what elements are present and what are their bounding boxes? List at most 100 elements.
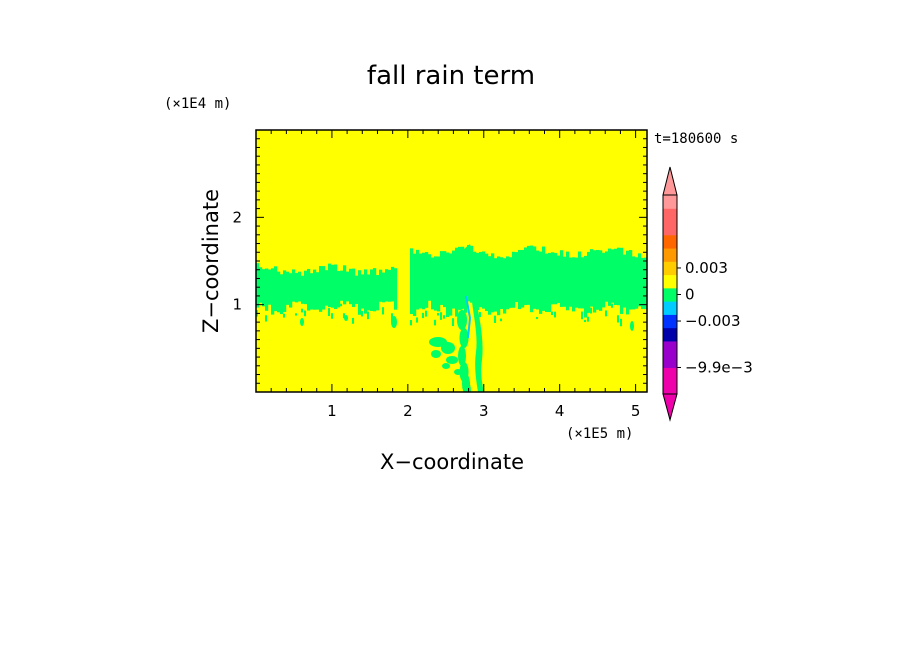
field-strip	[512, 251, 516, 308]
field-speck	[328, 308, 330, 317]
field-speck	[283, 313, 285, 318]
field-strip	[485, 253, 489, 312]
field-plume	[457, 310, 467, 330]
field-speck	[422, 312, 424, 319]
field-strip	[364, 269, 368, 314]
field-strip	[503, 258, 507, 314]
x-tick-label: 1	[327, 402, 337, 420]
colorbar-swatch	[663, 274, 677, 289]
y-unit-label: (×1E4 m)	[164, 96, 231, 112]
colorbar-label: −9.9e−3	[685, 358, 753, 376]
field-speck	[361, 311, 363, 317]
field-strip	[536, 250, 540, 310]
x-tick-label: 2	[403, 402, 413, 420]
field-strip	[286, 271, 290, 305]
colorbar-swatch	[663, 367, 677, 382]
colorbar-swatch	[663, 380, 677, 395]
colorbar-swatch	[663, 261, 677, 276]
field-strip	[262, 269, 266, 307]
field-plume	[465, 382, 471, 392]
field-blob	[446, 356, 458, 364]
field-speck	[554, 311, 556, 318]
field-strip	[515, 252, 519, 303]
field-speck	[295, 313, 297, 316]
field-strip	[361, 274, 365, 309]
field-strip	[593, 250, 597, 313]
field-strip	[491, 253, 495, 313]
x-tick-label: 5	[631, 402, 641, 420]
field-strip	[569, 257, 573, 307]
field-strip	[644, 257, 647, 310]
field-speck	[443, 315, 445, 319]
field-strip	[479, 252, 483, 308]
field-strip	[394, 268, 398, 310]
field-strip	[271, 268, 275, 315]
field-strip	[578, 251, 582, 309]
field-strip	[437, 256, 441, 312]
field-strip	[602, 252, 606, 308]
field-speck	[494, 315, 496, 323]
field-strip	[443, 251, 447, 308]
field-speck	[440, 312, 442, 320]
field-strip	[530, 245, 534, 313]
field-strip	[497, 256, 501, 316]
field-speck	[452, 318, 454, 327]
field-blob	[454, 369, 462, 375]
field-strip	[572, 257, 576, 312]
y-tick-label: 2	[232, 208, 242, 226]
field-strip	[428, 254, 432, 301]
field-speck	[587, 316, 589, 322]
field-strip	[590, 249, 594, 307]
field-strip	[307, 268, 311, 311]
field-strip	[557, 255, 561, 303]
field-speck	[331, 313, 333, 319]
field-strip	[626, 250, 630, 315]
field-spike	[455, 244, 476, 288]
colorbar-min-arrow	[662, 393, 678, 422]
field-strip	[304, 270, 308, 305]
green-field	[256, 244, 647, 392]
colorbar-swatch	[663, 234, 677, 249]
field-blob	[344, 315, 348, 321]
field-strip	[476, 252, 480, 311]
field-strip	[346, 271, 350, 302]
field-strip	[482, 251, 486, 309]
y-axis-label: Z−coordinate	[199, 189, 223, 333]
x-axis-label: X−coordinate	[380, 450, 524, 474]
field-speck	[301, 308, 303, 313]
field-speck	[382, 307, 384, 315]
field-strip	[322, 266, 326, 310]
field-strip	[319, 266, 323, 312]
field-strip	[295, 273, 299, 303]
field-strip	[268, 269, 272, 305]
field-strip	[289, 273, 293, 308]
field-strip	[440, 251, 444, 305]
field-strip	[539, 251, 543, 314]
field-strip	[280, 274, 284, 315]
field-strip	[410, 248, 414, 315]
field-speck	[367, 311, 369, 320]
field-plume	[472, 300, 484, 392]
field-strip	[635, 257, 639, 309]
field-strip	[431, 257, 435, 310]
field-strip	[605, 251, 609, 302]
field-strip	[494, 258, 498, 312]
field-strip	[518, 249, 522, 310]
field-strip	[334, 264, 338, 309]
colorbar-swatch	[663, 354, 677, 368]
field-strip	[542, 246, 546, 311]
field-speck	[437, 313, 439, 316]
field-strip	[608, 248, 612, 306]
field-strip	[629, 250, 633, 310]
field-strip	[551, 252, 555, 305]
field-speck	[340, 303, 342, 307]
field-strip	[617, 247, 621, 306]
colorbar-swatch	[663, 208, 677, 223]
colorbar-label: −0.003	[685, 312, 741, 330]
field-strip	[533, 246, 537, 309]
field-speck	[581, 311, 583, 320]
field-strip	[416, 249, 420, 310]
field-strip	[506, 256, 510, 310]
field-strip	[638, 253, 642, 307]
field-strip	[545, 253, 549, 313]
